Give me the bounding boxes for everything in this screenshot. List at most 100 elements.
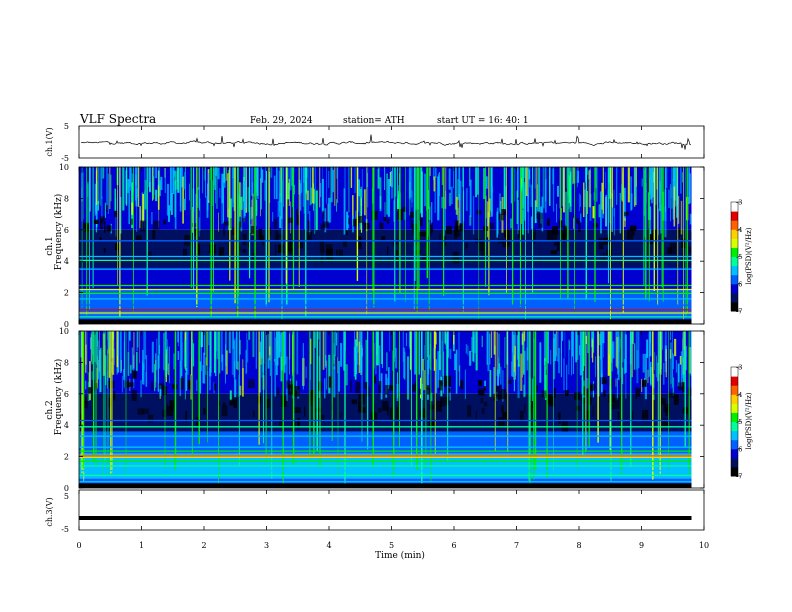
date-label: Feb. 29, 2024 — [250, 116, 313, 126]
burst-mark — [106, 167, 108, 210]
burst-mark — [85, 331, 87, 373]
burst-mark — [309, 338, 312, 365]
burst-mark — [510, 218, 512, 229]
burst-mark — [550, 350, 552, 365]
quiet-gap — [281, 400, 287, 407]
burst-mark — [206, 196, 209, 218]
burst-mark — [269, 346, 271, 356]
burst-mark — [218, 331, 221, 374]
quiet-gap — [662, 418, 669, 428]
burst-mark — [221, 331, 223, 362]
burst-mark — [91, 331, 94, 355]
burst-mark — [438, 172, 440, 197]
freq-tick-label: 0 — [64, 320, 69, 329]
burst-mark — [424, 173, 426, 207]
quiet-gap — [629, 225, 637, 231]
burst-mark — [526, 331, 529, 361]
burst-mark — [225, 167, 227, 181]
burst-mark — [674, 167, 676, 201]
burst-mark — [527, 167, 530, 212]
burst-mark — [275, 331, 278, 376]
burst-mark — [116, 331, 119, 368]
quiet-gap — [379, 222, 384, 230]
quiet-gap — [600, 252, 602, 262]
burst-mark — [195, 193, 197, 229]
burst-mark — [251, 167, 254, 196]
freq-tick-label: 0 — [64, 484, 69, 493]
burst-mark — [384, 167, 386, 190]
quiet-gap — [192, 223, 198, 228]
burst-mark — [520, 183, 523, 192]
burst-mark — [208, 331, 210, 346]
burst-mark — [441, 196, 443, 209]
burst-mark — [410, 331, 411, 371]
quiet-gap — [666, 247, 673, 255]
burst-mark — [677, 363, 680, 387]
burst-mark — [539, 342, 542, 383]
burst-mark — [152, 167, 153, 201]
quiet-gap — [626, 229, 634, 240]
burst-mark — [572, 331, 574, 374]
burst-mark — [296, 331, 299, 375]
burst-mark — [689, 213, 692, 225]
burst-mark — [356, 338, 359, 365]
quiet-gap — [546, 229, 554, 242]
burst-mark — [114, 188, 116, 211]
burst-mark — [102, 167, 105, 179]
burst-mark — [354, 331, 356, 361]
ch1-voltage-panel: 5 -5 ch.1(V) — [45, 122, 705, 163]
colorbar-segment — [731, 403, 738, 413]
burst-mark — [367, 167, 369, 208]
time-axis-label: Time (min) — [375, 550, 425, 561]
quiet-gap — [561, 420, 569, 432]
burst-mark — [611, 343, 613, 372]
burst-mark — [487, 362, 489, 372]
quiet-gap — [307, 220, 310, 231]
burst-mark — [531, 378, 533, 401]
burst-mark — [459, 180, 462, 224]
burst-mark — [516, 190, 519, 224]
burst-mark — [649, 167, 652, 195]
burst-mark — [444, 331, 446, 344]
burst-mark — [649, 206, 652, 236]
burst-mark — [324, 208, 327, 233]
quiet-gap — [478, 390, 484, 395]
burst-mark — [552, 167, 555, 212]
burst-mark — [571, 331, 574, 357]
burst-mark — [380, 373, 383, 400]
burst-mark — [617, 331, 620, 352]
burst-mark — [441, 340, 443, 386]
ch2-colorbar: -3 -4 -5 -6 -7 log(PSD)(V²/Hz) — [730, 364, 753, 481]
burst-mark — [650, 367, 652, 386]
burst-mark — [309, 211, 311, 235]
burst-mark — [454, 353, 456, 371]
burst-mark — [538, 167, 541, 212]
ch1-freq-ticks: 0 2 4 6 8 10 — [59, 163, 704, 329]
burst-mark — [129, 331, 131, 341]
burst-mark — [151, 212, 153, 225]
burst-mark — [403, 211, 406, 220]
burst-mark — [556, 203, 557, 223]
burst-mark — [613, 208, 616, 236]
burst-mark — [498, 363, 501, 374]
burst-mark — [647, 192, 650, 229]
quiet-gap — [575, 405, 581, 411]
burst-mark — [190, 374, 192, 400]
quiet-gap — [648, 234, 654, 244]
quiet-gap — [436, 400, 442, 412]
quiet-gap — [488, 222, 495, 230]
burst-mark — [165, 331, 167, 354]
burst-mark — [280, 332, 283, 371]
burst-mark — [621, 184, 624, 200]
burst-mark — [378, 345, 381, 386]
burst-mark — [449, 348, 452, 359]
quiet-gap — [589, 383, 596, 391]
burst-mark — [244, 180, 246, 217]
burst-mark — [137, 167, 138, 198]
baseline-strip — [79, 483, 692, 488]
burst-mark — [654, 352, 655, 371]
burst-mark — [303, 167, 306, 214]
quiet-gap — [421, 254, 427, 261]
burst-mark — [97, 340, 100, 374]
burst-mark — [159, 331, 160, 369]
